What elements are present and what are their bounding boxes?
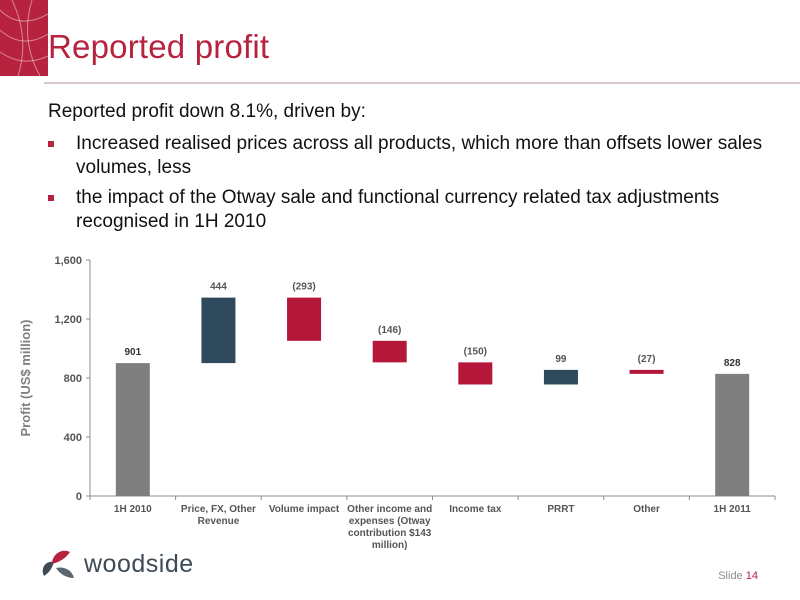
- y-tick-label: 0: [76, 491, 82, 503]
- x-tick-label: Income tax: [449, 504, 502, 515]
- bar-decrease: [629, 369, 664, 374]
- bullet-item: Increased realised prices across all pro…: [48, 132, 768, 180]
- data-label: 828: [724, 358, 741, 369]
- slide-label: Slide: [718, 570, 743, 582]
- x-tick-label-line: 1H 2011: [714, 504, 752, 515]
- x-tick-label-line: 1H 2010: [114, 504, 152, 515]
- x-tick-label: 1H 2011: [714, 504, 752, 515]
- y-tick-label: 1,200: [54, 314, 82, 326]
- data-label: 99: [555, 354, 567, 365]
- woodside-leaf-logo-icon: [42, 550, 74, 578]
- x-tick-label: Price, FX, Other Revenue: [181, 504, 256, 527]
- data-label: 444: [210, 282, 227, 293]
- bar-increase: [543, 369, 578, 385]
- slide-number: Slide 14: [718, 570, 758, 582]
- x-tick-label: 1H 2010: [114, 504, 152, 515]
- bullet-text: the impact of the Otway sale and functio…: [76, 187, 720, 232]
- x-tick-label-line: Price, FX, Other: [181, 504, 256, 515]
- x-tick-label-line: PRRT: [547, 504, 574, 515]
- slide-number-value: 14: [745, 570, 758, 582]
- x-tick-label-line: million): [372, 540, 408, 551]
- x-tick-label-line: Income tax: [449, 504, 502, 515]
- woodside-logo: woodside: [38, 546, 194, 582]
- x-tick-label: Other: [633, 504, 660, 515]
- x-tick-label-line: Revenue: [198, 516, 240, 527]
- intro-text: Reported profit down 8.1%, driven by:: [48, 101, 366, 122]
- bar-decrease: [372, 340, 407, 363]
- bar-total: [715, 373, 750, 496]
- data-label: (27): [638, 354, 656, 365]
- y-tick-label: 800: [64, 373, 82, 385]
- corner-decoration: [0, 0, 48, 76]
- x-tick-label-line: expenses (Otway: [349, 516, 431, 527]
- waterfall-chart: Profit (US$ million) 0 400 800 1,200 1,600 901…: [18, 255, 776, 551]
- bullet-item: the impact of the Otway sale and functio…: [48, 186, 768, 234]
- x-tick-label-line: Other income and: [347, 504, 432, 515]
- logo-text: woodside: [84, 549, 194, 578]
- y-tick-label: 1,600: [54, 255, 82, 267]
- title-divider: [44, 82, 800, 84]
- x-tick-label-line: Volume impact: [269, 504, 340, 515]
- x-tick-label: Volume impact: [269, 504, 340, 515]
- y-axis-label: Profit (US$ million): [18, 320, 33, 437]
- bar-total: [115, 363, 150, 496]
- x-tick-label-line: contribution $143: [348, 528, 432, 539]
- data-label: (150): [464, 346, 487, 357]
- square-bullet-icon: [48, 141, 54, 147]
- data-label: 901: [124, 347, 141, 358]
- x-tick-label: PRRT: [547, 504, 574, 515]
- bar-decrease: [287, 297, 322, 341]
- y-tick-label: 400: [64, 432, 82, 444]
- bar-increase: [201, 297, 236, 364]
- x-tick-label-line: Other: [633, 504, 660, 515]
- bar-decrease: [458, 362, 493, 385]
- x-tick-label: Other income and expenses (Otway contribut…: [347, 504, 432, 551]
- square-bullet-icon: [48, 195, 54, 201]
- bullet-list: Increased realised prices across all pro…: [48, 132, 768, 240]
- data-label: (293): [292, 282, 315, 293]
- page-title: Reported profit: [48, 28, 270, 65]
- data-label: (146): [378, 325, 401, 336]
- bullet-text: Increased realised prices across all pro…: [76, 133, 763, 178]
